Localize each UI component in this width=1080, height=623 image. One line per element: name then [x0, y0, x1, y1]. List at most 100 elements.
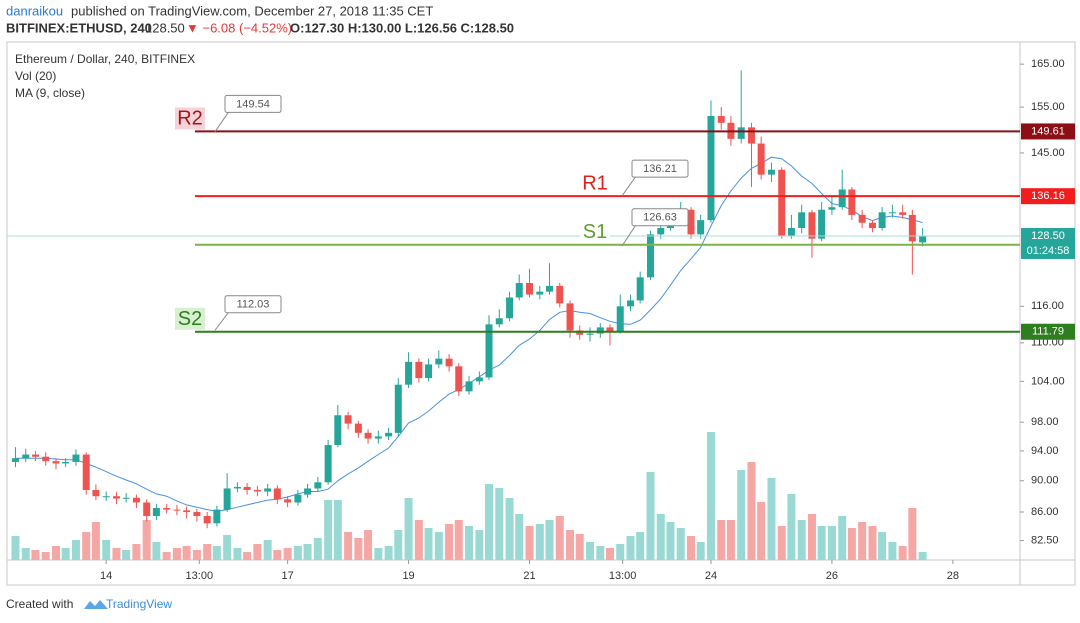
volume-bar [61, 548, 70, 560]
y-tick-label: 104.00 [1031, 375, 1065, 387]
volume-bar [687, 536, 696, 560]
candle-body [485, 324, 493, 378]
candle-body [868, 222, 876, 229]
volume-bar [414, 520, 423, 560]
symbol: BITFINEX:ETHUSD, 240 [6, 20, 152, 35]
volume-bar [142, 520, 151, 560]
volume-bar [717, 520, 726, 560]
candle-body [364, 432, 372, 439]
candle-body [102, 496, 110, 498]
volume-bar [706, 432, 715, 560]
candle-body [808, 212, 816, 239]
volume-bar [535, 524, 544, 560]
author[interactable]: danraikou [6, 3, 63, 18]
candle-body [536, 291, 544, 295]
candle-body [818, 209, 826, 239]
volume-bar [223, 535, 232, 560]
volume-bar [525, 526, 534, 560]
candle-body [213, 509, 221, 524]
volume-bar [777, 526, 786, 560]
x-tick-label: 19 [402, 570, 414, 582]
footer-brand[interactable]: TradingView [106, 597, 172, 611]
volume-bar [505, 498, 514, 560]
candle-body [526, 283, 534, 295]
candle-body [253, 489, 261, 492]
candle-body [787, 228, 795, 236]
candle-body [566, 303, 574, 331]
candle-body [42, 456, 50, 462]
volume-bar [495, 488, 504, 560]
level-label: S1 [583, 221, 607, 243]
callout-box [631, 208, 689, 227]
volume-bar [515, 514, 524, 560]
volume-bar [555, 516, 564, 560]
volume-bar [253, 544, 262, 560]
candle-body [798, 212, 806, 229]
candle-body [425, 364, 433, 379]
level-label-bg [580, 172, 610, 195]
volume-bar [384, 546, 393, 560]
candle-body [62, 461, 70, 464]
candle-body [11, 458, 19, 462]
candle-body [445, 358, 453, 367]
volume-bar [596, 546, 605, 560]
volume-bar [485, 484, 494, 560]
footer-created: Created with [6, 597, 73, 611]
volume-bar [807, 514, 816, 560]
candle-body [475, 377, 483, 382]
candle-body [243, 486, 251, 490]
callout-box [631, 159, 689, 178]
volume-bar [243, 552, 252, 560]
candle-body [22, 454, 30, 459]
y-tick-label: 155.00 [1031, 101, 1065, 113]
callout-box [224, 94, 282, 113]
candle-body [183, 510, 191, 513]
volume-bar [898, 546, 907, 560]
frame [6, 41, 1076, 586]
volume-bar [666, 522, 675, 560]
candle-body [556, 285, 564, 304]
volume-bar [566, 530, 575, 560]
candle-body [304, 488, 312, 495]
x-tick-label: 21 [523, 570, 535, 582]
volume-label: Vol (20) [15, 69, 56, 83]
candle-body [747, 127, 755, 144]
candle-body [284, 499, 292, 503]
candle-body [82, 454, 90, 490]
volume-bar [878, 532, 887, 560]
callout-pointer [621, 224, 637, 247]
volume-bar [787, 494, 796, 560]
candle-body [919, 235, 927, 243]
x-tick-label: 14 [100, 570, 112, 582]
candle-body [385, 432, 393, 437]
candle-body [908, 214, 916, 242]
volume-bar [858, 522, 867, 560]
candle-body [737, 127, 745, 139]
y-tick-label: 98.00 [1031, 416, 1059, 428]
volume-bar [91, 522, 100, 560]
candle-body [606, 327, 614, 332]
volume-bar [192, 550, 201, 560]
volume-bar [918, 552, 927, 560]
volume-bar [344, 532, 353, 560]
candle-body [545, 285, 553, 292]
volume-bar [303, 544, 312, 560]
y-tick-label: 94.00 [1031, 445, 1059, 457]
candle-body [132, 497, 140, 503]
candle-body [586, 333, 594, 335]
volume-bar [424, 528, 433, 560]
volume-bar [122, 550, 131, 560]
x-tick-label: 26 [826, 570, 838, 582]
volume-bar [233, 548, 242, 560]
volume-bar [182, 546, 191, 560]
volume-bar [324, 500, 333, 560]
countdown: 01:24:58 [1027, 245, 1070, 257]
volume-bar [374, 548, 383, 560]
volume-bar [575, 534, 584, 560]
candle-body [838, 189, 846, 208]
level-label-bg [175, 307, 205, 330]
volume-bar [696, 542, 705, 560]
candle-body [616, 306, 624, 332]
y-tick-label: 86.00 [1031, 506, 1059, 518]
callout-pointer [214, 311, 230, 331]
